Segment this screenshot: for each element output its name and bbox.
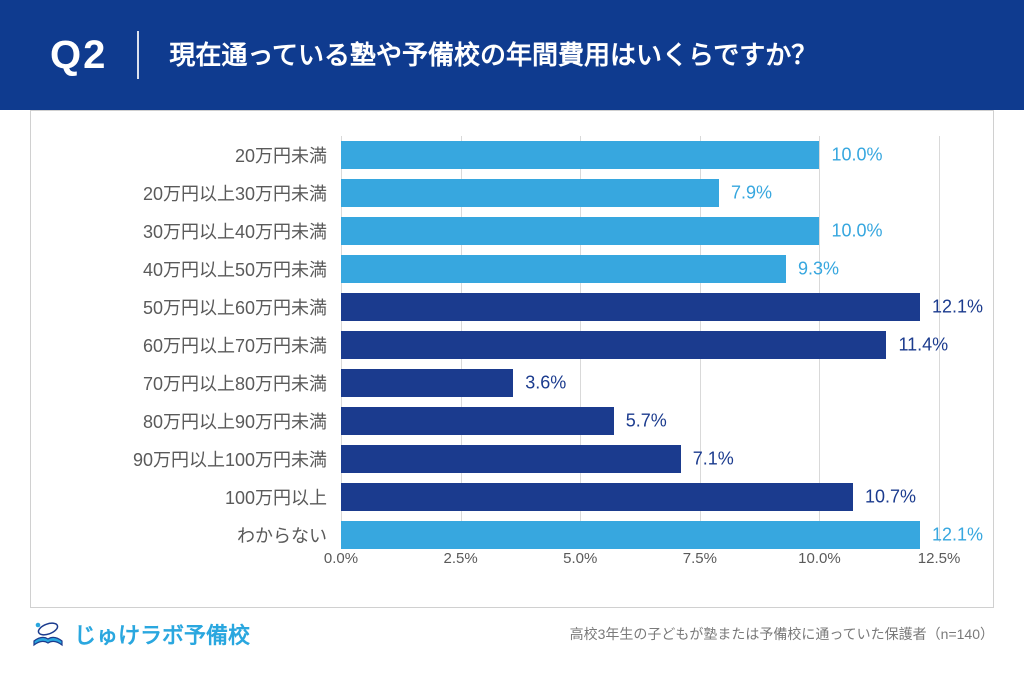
footer: じゅけラボ予備校 高校3年生の子どもが塾または予備校に通っていた保護者（n=14… (30, 618, 994, 650)
question-number: Q2 (50, 31, 139, 79)
category-label: 40万円以上50万円未満 (61, 256, 341, 282)
bar: 7.9% (341, 179, 719, 207)
bar: 12.1% (341, 521, 920, 549)
value-label: 7.1% (693, 449, 734, 470)
chart-row: 30万円以上40万円未満10.0% (61, 212, 963, 250)
bar-track: 3.6% (341, 364, 963, 402)
bar-track: 7.1% (341, 440, 963, 478)
bar: 9.3% (341, 255, 786, 283)
bar-track: 11.4% (341, 326, 963, 364)
value-label: 10.0% (831, 145, 882, 166)
bar: 5.7% (341, 407, 614, 435)
category-label: 30万円以上40万円未満 (61, 218, 341, 244)
value-label: 3.6% (525, 373, 566, 394)
category-label: 60万円以上70万円未満 (61, 332, 341, 358)
chart-row: 40万円以上50万円未満9.3% (61, 250, 963, 288)
value-label: 11.4% (898, 335, 948, 356)
category-label: わからない (61, 522, 341, 548)
logo-text: じゅけラボ予備校 (74, 618, 250, 650)
chart-row: 80万円以上90万円未満5.7% (61, 402, 963, 440)
chart-row: 20万円未満10.0% (61, 136, 963, 174)
category-label: 70万円以上80万円未満 (61, 370, 341, 396)
bar-track: 5.7% (341, 402, 963, 440)
category-label: 80万円以上90万円未満 (61, 408, 341, 434)
footnote: 高校3年生の子どもが塾または予備校に通っていた保護者（n=140） (570, 624, 994, 644)
chart-row: 50万円以上60万円未満12.1% (61, 288, 963, 326)
chart-row: わからない12.1% (61, 516, 963, 554)
chart-row: 20万円以上30万円未満7.9% (61, 174, 963, 212)
bar-track: 12.1% (341, 516, 963, 554)
bar: 12.1% (341, 293, 920, 321)
value-label: 7.9% (731, 183, 772, 204)
bar-track: 10.7% (341, 478, 963, 516)
bar-track: 10.0% (341, 136, 963, 174)
value-label: 9.3% (798, 259, 839, 280)
value-label: 5.7% (626, 411, 667, 432)
bar-track: 10.0% (341, 212, 963, 250)
logo: じゅけラボ予備校 (30, 618, 250, 650)
chart-row: 60万円以上70万円未満11.4% (61, 326, 963, 364)
chart-panel: 0.0%2.5%5.0%7.5%10.0%12.5% 20万円未満10.0%20… (30, 110, 994, 608)
category-label: 20万円以上30万円未満 (61, 180, 341, 206)
chart-row: 70万円以上80万円未満3.6% (61, 364, 963, 402)
category-label: 100万円以上 (61, 484, 341, 510)
category-label: 50万円以上60万円未満 (61, 294, 341, 320)
value-label: 10.7% (865, 487, 916, 508)
bar: 11.4% (341, 331, 886, 359)
chart-row: 90万円以上100万円未満7.1% (61, 440, 963, 478)
bar: 7.1% (341, 445, 681, 473)
bar: 3.6% (341, 369, 513, 397)
question-title: 現在通っている塾や予備校の年間費用はいくらですか？ (169, 37, 817, 73)
bar: 10.0% (341, 217, 819, 245)
logo-book-icon (30, 619, 66, 649)
chart-row: 100万円以上10.7% (61, 478, 963, 516)
bar-track: 12.1% (341, 288, 963, 326)
value-label: 12.1% (932, 525, 983, 546)
value-label: 10.0% (831, 221, 882, 242)
header: Q2 現在通っている塾や予備校の年間費用はいくらですか？ (0, 0, 1024, 110)
bar: 10.0% (341, 141, 819, 169)
bar-track: 9.3% (341, 250, 963, 288)
value-label: 12.1% (932, 297, 983, 318)
bar: 10.7% (341, 483, 853, 511)
category-label: 90万円以上100万円未満 (61, 446, 341, 472)
bar-track: 7.9% (341, 174, 963, 212)
category-label: 20万円未満 (61, 142, 341, 168)
chart-rows: 20万円未満10.0%20万円以上30万円未満7.9%30万円以上40万円未満1… (61, 136, 963, 554)
